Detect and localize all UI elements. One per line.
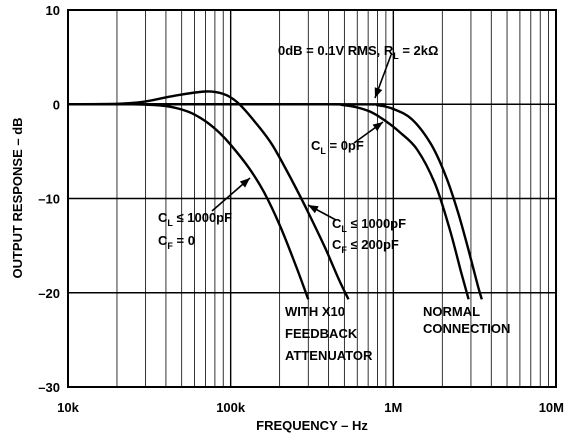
annotation-label: WITH X10 <box>285 304 345 319</box>
annotations: CL ≤ 1000pF CF = 0 CL ≤ 1000pF CF ≤ 200pF CL… <box>158 43 510 363</box>
series-line-2 <box>67 90 350 300</box>
plot-frame <box>67 9 557 388</box>
y-tick-labels: 10 0 –10 –20 –30 <box>38 3 60 395</box>
annotation-label: CF ≤ 200pF <box>332 237 399 255</box>
x-tick-label: 10k <box>57 400 79 415</box>
arrow-0db-head <box>374 87 383 98</box>
series-line-4 <box>67 103 483 300</box>
y-tick-label: 0 <box>53 97 60 112</box>
annotation-label: 0dB = 0.1V RMS, RL = 2kΩ <box>278 43 438 61</box>
y-axis-title: OUTPUT RESPONSE – dB <box>10 117 25 278</box>
y-tick-label: 10 <box>46 3 60 18</box>
series-line-1 <box>67 102 310 300</box>
annotation-label: CL ≤ 1000pF <box>332 216 406 234</box>
x-tick-labels: 10k 100k 1M 10M <box>57 400 564 415</box>
x-axis-title: FREQUENCY – Hz <box>256 418 368 433</box>
annotation-arrows <box>211 54 392 221</box>
x-tick-label: 10M <box>539 400 564 415</box>
annotation-label: CL ≤ 1000pF <box>158 210 232 228</box>
annotation-label: CL = 0pF <box>311 138 364 156</box>
arrow-cf0-head <box>239 178 250 188</box>
annotation-label: FEEDBACK <box>285 326 358 341</box>
annotation-label: CONNECTION <box>423 321 510 336</box>
annotation-label: ATTENUATOR <box>285 348 373 363</box>
y-tick-label: –30 <box>38 380 60 395</box>
series-group <box>67 90 483 300</box>
x-tick-label: 1M <box>384 400 402 415</box>
annotation-label: CF = 0 <box>158 233 195 251</box>
annotation-label: NORMAL <box>423 304 480 319</box>
arrow-cf200-head <box>308 205 319 214</box>
y-tick-label: –10 <box>38 192 60 207</box>
y-tick-label: –20 <box>38 286 60 301</box>
arrow-cl0-head <box>372 122 383 132</box>
x-tick-label: 100k <box>216 400 246 415</box>
